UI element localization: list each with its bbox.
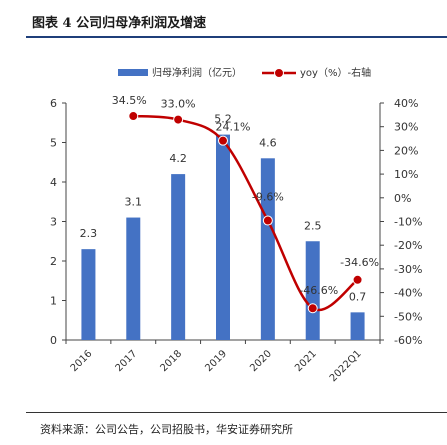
right-tick-label: -10% xyxy=(394,216,422,229)
chart-title: 图表 4 公司归母净利润及增速 xyxy=(32,16,207,31)
left-tick-label: 1 xyxy=(50,295,57,308)
chart-axes: 0 1 2 3 4 5 6 40% 30% 20% 10% 0% -10% -20% -30% -40% -50… xyxy=(50,97,422,384)
yoy-point xyxy=(262,215,273,226)
right-tick-label: 20% xyxy=(394,144,418,157)
right-tick-label: -60% xyxy=(394,334,422,347)
right-tick-label: 0% xyxy=(394,192,411,205)
x-tick-label: 2017 xyxy=(114,348,140,374)
yoy-point xyxy=(218,135,228,146)
yoy-point xyxy=(307,303,318,314)
yoy-point xyxy=(128,111,139,122)
x-tick-label: 2022Q1 xyxy=(328,348,364,384)
left-tick-label: 0 xyxy=(50,334,57,347)
source-note: 资料来源：公司公告，公司招股书，华安证券研究所 xyxy=(40,423,293,436)
chart-legend: 归母净利润（亿元） yoy（%）-右轴 xyxy=(118,66,371,79)
right-tick-label: -50% xyxy=(394,310,422,323)
yoy-value-label: 24.1% xyxy=(216,121,251,134)
x-tick-label: 2018 xyxy=(158,348,184,374)
profit-bar xyxy=(260,158,275,340)
profit-bar xyxy=(350,312,365,340)
left-tick-label: 6 xyxy=(50,97,57,110)
x-tick-label: 2016 xyxy=(69,348,95,374)
legend-bar-label: 归母净利润（亿元） xyxy=(152,66,242,79)
left-tick-label: 4 xyxy=(50,176,57,189)
bar-value-label: 4.2 xyxy=(169,152,187,165)
profit-bar xyxy=(81,249,96,340)
left-tick-label: 3 xyxy=(50,216,57,229)
bar-value-label: 0.7 xyxy=(349,290,367,303)
right-tick-label: 40% xyxy=(394,97,418,110)
bar-value-label: 2.3 xyxy=(80,227,98,240)
right-tick-label: -40% xyxy=(394,287,422,300)
right-tick-label: 30% xyxy=(394,121,418,134)
legend-line-marker xyxy=(274,68,284,78)
profit-bar xyxy=(171,174,186,340)
x-tick-label: 2019 xyxy=(203,348,229,374)
bar-value-label: 5.2 xyxy=(214,113,232,126)
right-tick-label: -30% xyxy=(394,263,422,276)
yoy-value-label: -34.6% xyxy=(340,256,379,269)
legend-bar-swatch xyxy=(118,69,148,76)
profit-bar xyxy=(216,134,230,340)
x-tick-label: 2020 xyxy=(248,348,274,374)
right-tick-label: -20% xyxy=(394,239,422,252)
profit-bar xyxy=(126,217,141,340)
yoy-line-series xyxy=(128,111,363,314)
legend-line-label: yoy（%）-右轴 xyxy=(300,66,371,79)
yoy-line xyxy=(133,114,359,312)
yoy-point xyxy=(352,274,363,285)
yoy-value-label: 33.0% xyxy=(161,98,196,111)
title-divider xyxy=(26,36,447,38)
yoy-value-label: -9.6% xyxy=(252,191,284,204)
profit-chart: 归母净利润（亿元） yoy（%）-右轴 0 1 2 3 4 5 6 40% 30% 20% 10% 0%… xyxy=(50,66,422,384)
source-divider xyxy=(26,412,447,413)
left-tick-label: 2 xyxy=(50,255,57,268)
data-labels: 2.3 3.1 4.2 5.2 4.6 2.5 0.7 34.5% 33.0% 24.1% -9.6… xyxy=(80,94,379,303)
bar-value-label: 3.1 xyxy=(125,196,143,209)
yoy-value-label: 34.5% xyxy=(112,94,147,107)
right-tick-label: 10% xyxy=(394,168,418,181)
profit-bar xyxy=(305,241,320,340)
x-tick-label: 2021 xyxy=(293,348,319,374)
yoy-value-label: -46.6% xyxy=(299,284,338,297)
bar-series xyxy=(81,134,365,340)
left-tick-label: 5 xyxy=(50,137,57,150)
yoy-point xyxy=(173,114,184,125)
bar-value-label: 4.6 xyxy=(259,136,277,149)
bar-value-label: 2.5 xyxy=(304,219,322,232)
